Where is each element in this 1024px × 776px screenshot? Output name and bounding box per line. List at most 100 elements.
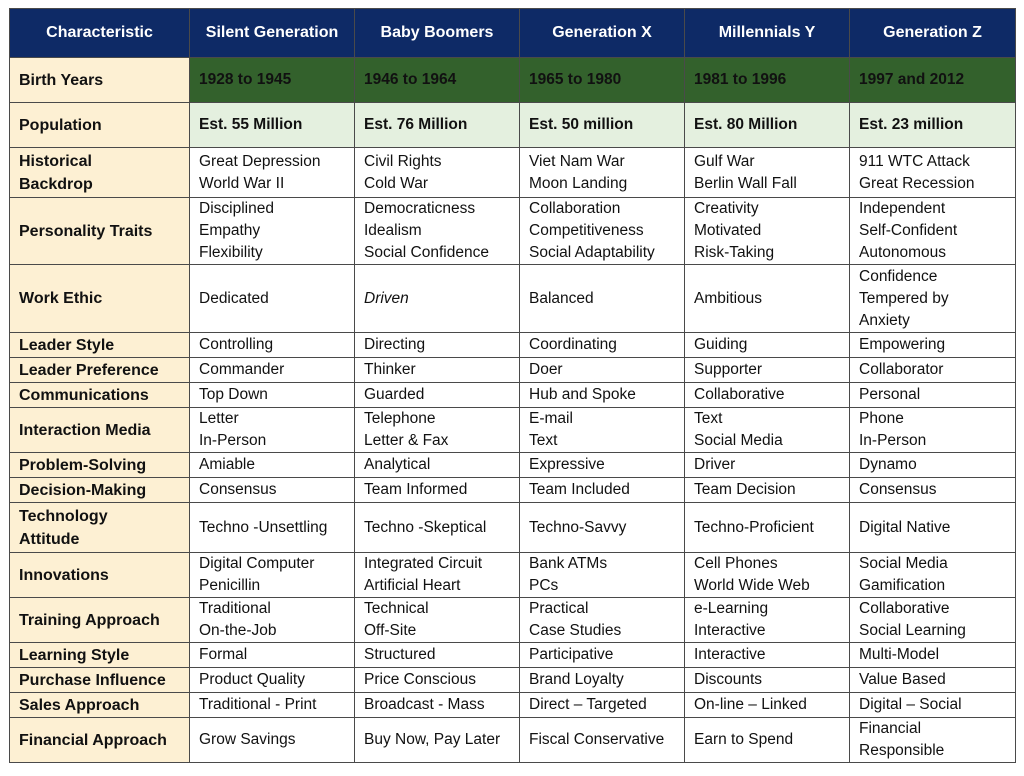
cell-line: Social Adaptability: [529, 244, 655, 261]
cell-line: Gamification: [859, 577, 946, 594]
table-cell: Letter In-Person: [189, 407, 355, 453]
cell-line: 1997 and 2012: [859, 71, 965, 88]
cell-line: Digital Native: [859, 518, 951, 536]
table-cell: Technical Off-Site: [354, 597, 520, 643]
cell-line: 1981 to 1996: [694, 71, 787, 88]
cell-line: Est. 76 Million: [364, 116, 468, 133]
row-label-birth-years: Birth Years: [9, 57, 190, 103]
row-label-line: Backdrop: [19, 175, 93, 193]
row-label-line: Attitude: [19, 530, 80, 548]
cell-line: Est. 55 Million: [199, 116, 303, 133]
cell-line: Text: [694, 410, 723, 427]
cell-line: Dynamo: [859, 456, 917, 473]
table-row: Training Approach Traditional On-the-Job Te…: [9, 597, 1016, 643]
cell-line: Social Learning: [859, 622, 966, 639]
cell-line: Collaborative: [694, 386, 785, 403]
table-cell: Amiable: [189, 452, 355, 478]
table-cell: Traditional On-the-Job: [189, 597, 355, 643]
cell-line: Confidence: [859, 267, 938, 285]
row-label-financial-approach: Financial Approach: [9, 717, 190, 763]
cell-line: World Wide Web: [694, 577, 810, 594]
row-label-population: Population: [9, 102, 190, 148]
table-cell: Great Depression World War II: [189, 147, 355, 198]
table-cell: Bank ATMs PCs: [519, 552, 685, 598]
cell-line: Independent: [859, 200, 946, 217]
cell-line: Penicillin: [199, 577, 261, 594]
table-cell: Broadcast - Mass: [354, 692, 520, 718]
header-baby-boomers: Baby Boomers: [354, 8, 520, 58]
cell-line: Berlin Wall Fall: [694, 174, 797, 192]
cell-line: Artificial Heart: [364, 577, 461, 594]
row-label-technology-attitude: Technology Attitude: [9, 502, 190, 553]
cell-line: Est. 80 Million: [694, 116, 798, 133]
table-row: Sales Approach Traditional - Print Broadca…: [9, 692, 1016, 718]
cell-line: Letter & Fax: [364, 432, 449, 449]
table-cell: Civil Rights Cold War: [354, 147, 520, 198]
cell-line: Hub and Spoke: [529, 386, 636, 403]
table-row: Innovations Digital Computer Penicillin Int…: [9, 552, 1016, 598]
header-row: Characteristic Silent Generation Baby Bo…: [9, 8, 1016, 58]
table-cell: Driven: [354, 264, 520, 333]
row-label-leader-style: Leader Style: [9, 332, 190, 358]
row-label-line: Personality Traits: [19, 222, 153, 240]
table-cell: Commander: [189, 357, 355, 383]
table-cell: e-Learning Interactive: [684, 597, 850, 643]
table-cell: Est. 50 million: [519, 102, 685, 148]
cell-line: Team Included: [529, 481, 630, 498]
table-cell: Consensus: [849, 477, 1016, 503]
table-cell: Phone In-Person: [849, 407, 1016, 453]
cell-line: Guarded: [364, 386, 425, 403]
row-label-line: Innovations: [19, 566, 109, 584]
cell-line: Practical: [529, 600, 589, 617]
table-row: Personality Traits Disciplined Empathy Flex…: [9, 197, 1016, 265]
row-label-line: Purchase Influence: [19, 671, 166, 689]
cell-line: Fiscal Conservative: [529, 731, 665, 748]
table-cell: Est. 76 Million: [354, 102, 520, 148]
table-cell: Thinker: [354, 357, 520, 383]
table-row: Interaction Media Letter In-Person Telephon…: [9, 407, 1016, 453]
cell-line: Telephone: [364, 410, 436, 427]
table-cell: Consensus: [189, 477, 355, 503]
table-cell: Team Informed: [354, 477, 520, 503]
cell-line: In-Person: [199, 432, 267, 449]
table-row: Leader Preference Commander Thinker Doer Sup…: [9, 357, 1016, 383]
cell-line: Great Recession: [859, 174, 975, 192]
table-cell: 911 WTC Attack Great Recession: [849, 147, 1016, 198]
table-row: Work Ethic Dedicated Driven Balanced Ambitio…: [9, 264, 1016, 333]
cell-line: Techno-Proficient: [694, 518, 814, 536]
table-cell: 1928 to 1945: [189, 57, 355, 103]
row-label-problem-solving: Problem-Solving: [9, 452, 190, 478]
row-label-personality-traits: Personality Traits: [9, 197, 190, 265]
row-label-line: Leader Preference: [19, 361, 159, 379]
table-cell: Discounts: [684, 667, 850, 693]
cell-line: Ambitious: [694, 289, 763, 307]
table-row: Financial Approach Grow Savings Buy Now, P…: [9, 717, 1016, 763]
table-cell: Ambitious: [684, 264, 850, 333]
table-cell: Personal: [849, 382, 1016, 408]
cell-line: Empowering: [859, 336, 946, 353]
table-cell: Financial Responsible: [849, 717, 1016, 763]
cell-line: Case Studies: [529, 622, 622, 639]
cell-line: Risk-Taking: [694, 244, 775, 261]
table-cell: Confidence Tempered by Anxiety: [849, 264, 1016, 333]
cell-line: Earn to Spend: [694, 731, 794, 748]
cell-line: Flexibility: [199, 244, 263, 261]
cell-line: Dedicated: [199, 289, 269, 307]
cell-line: World War II: [199, 174, 285, 192]
cell-line: Collaborator: [859, 361, 944, 378]
cell-line: Creativity: [694, 200, 759, 217]
table-cell: Collaboration Competitiveness Social Adapt…: [519, 197, 685, 265]
table-cell: Analytical: [354, 452, 520, 478]
table-row: Problem-Solving Amiable Analytical Expressi…: [9, 452, 1016, 478]
cell-line: Thinker: [364, 361, 416, 378]
table-cell: Participative: [519, 642, 685, 668]
row-label-historical-backdrop: Historical Backdrop: [9, 147, 190, 198]
table-cell: Dedicated: [189, 264, 355, 333]
table-cell: Fiscal Conservative: [519, 717, 685, 763]
table-row: Learning Style Formal Structured Participat…: [9, 642, 1016, 668]
table-cell: Direct – Targeted: [519, 692, 685, 718]
table-cell: Dynamo: [849, 452, 1016, 478]
table-cell: Est. 80 Million: [684, 102, 850, 148]
table-cell: Cell Phones World Wide Web: [684, 552, 850, 598]
cell-line: Driven: [364, 289, 409, 307]
